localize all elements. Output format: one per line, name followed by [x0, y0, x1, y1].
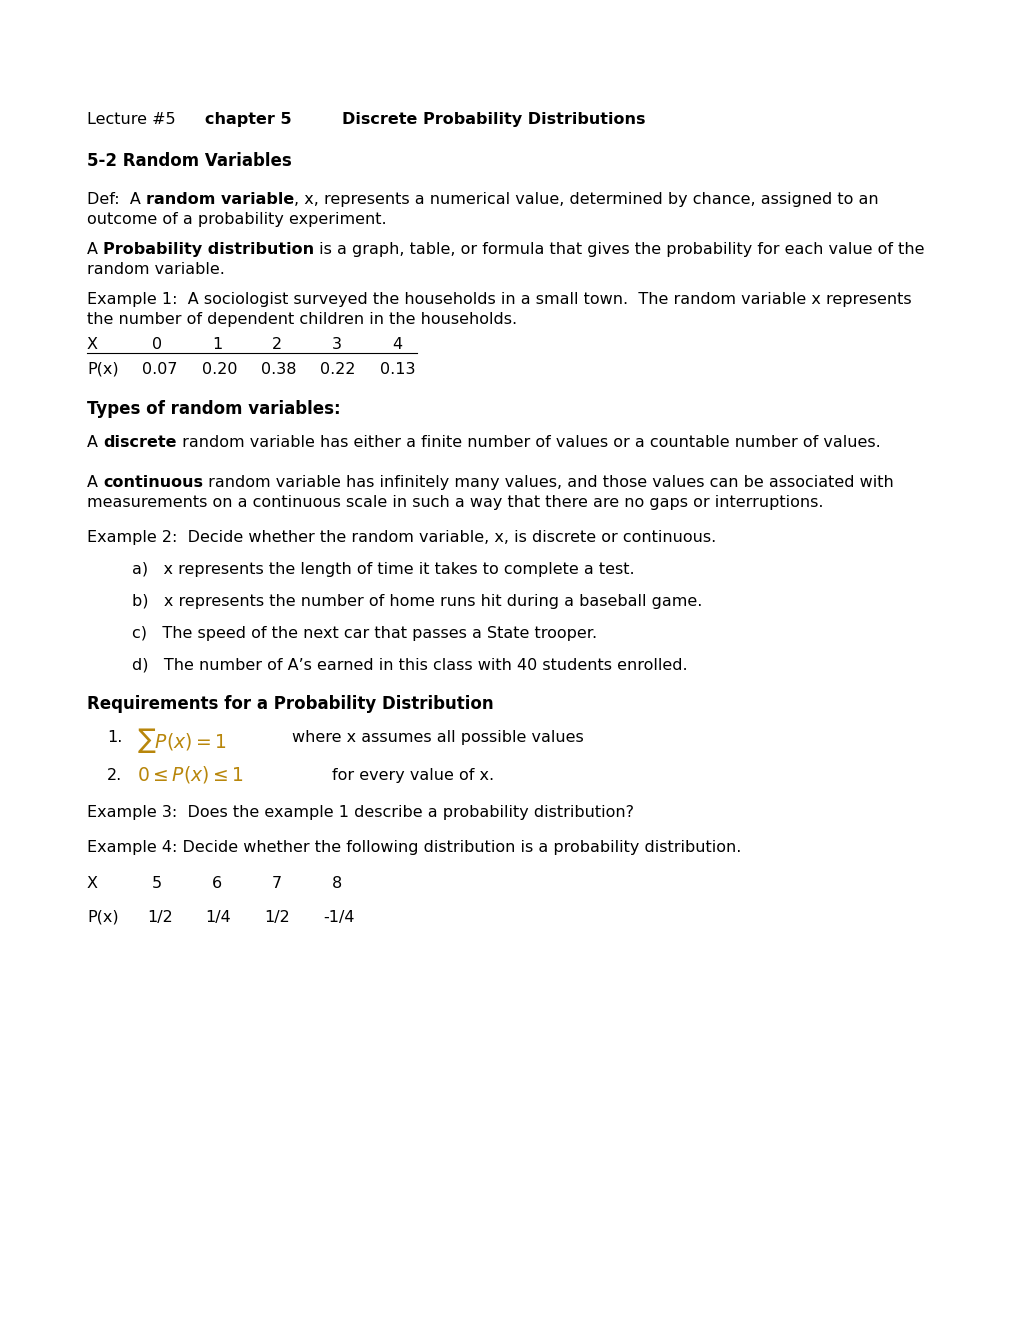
Text: 1/2: 1/2 — [264, 909, 289, 925]
Text: d)   The number of A’s earned in this class with 40 students enrolled.: d) The number of A’s earned in this clas… — [131, 657, 687, 673]
Text: for every value of x.: for every value of x. — [331, 768, 493, 783]
Text: 1.: 1. — [107, 730, 122, 744]
Text: 2: 2 — [272, 337, 282, 352]
Text: 2.: 2. — [107, 768, 122, 783]
Text: Discrete Probability Distributions: Discrete Probability Distributions — [341, 112, 645, 127]
Text: Example 3:  Does the example 1 describe a probability distribution?: Example 3: Does the example 1 describe a… — [87, 805, 634, 820]
Text: measurements on a continuous scale in such a way that there are no gaps or inter: measurements on a continuous scale in su… — [87, 495, 822, 510]
Text: A: A — [87, 242, 103, 257]
Text: X: X — [87, 337, 98, 352]
Text: c)   The speed of the next car that passes a State trooper.: c) The speed of the next car that passes… — [131, 626, 596, 642]
Text: 7: 7 — [272, 876, 282, 891]
Text: chapter 5: chapter 5 — [205, 112, 291, 127]
Text: P(x): P(x) — [87, 362, 118, 378]
Text: where x assumes all possible values: where x assumes all possible values — [291, 730, 583, 744]
Text: 0.20: 0.20 — [202, 362, 237, 378]
Text: 0.38: 0.38 — [261, 362, 297, 378]
Text: 0: 0 — [152, 337, 162, 352]
Text: Example 2:  Decide whether the random variable, x, is discrete or continuous.: Example 2: Decide whether the random var… — [87, 531, 715, 545]
Text: 5: 5 — [152, 876, 162, 891]
Text: A: A — [87, 436, 103, 450]
Text: 3: 3 — [331, 337, 341, 352]
Text: a)   x represents the length of time it takes to complete a test.: a) x represents the length of time it ta… — [131, 562, 634, 577]
Text: Example 1:  A sociologist surveyed the households in a small town.  The random v: Example 1: A sociologist surveyed the ho… — [87, 292, 911, 308]
Text: 1/2: 1/2 — [147, 909, 172, 925]
Text: is a graph, table, or formula that gives the probability for each value of the: is a graph, table, or formula that gives… — [314, 242, 924, 257]
Text: $\sum P(x) = 1$: $\sum P(x) = 1$ — [137, 726, 227, 755]
Text: $0 \leq P(x) \leq 1$: $0 \leq P(x) \leq 1$ — [137, 764, 244, 785]
Text: Example 4: Decide whether the following distribution is a probability distributi: Example 4: Decide whether the following … — [87, 840, 741, 855]
Text: 4: 4 — [391, 337, 401, 352]
Text: 6: 6 — [212, 876, 222, 891]
Text: 0.13: 0.13 — [380, 362, 415, 378]
Text: 1/4: 1/4 — [205, 909, 230, 925]
Text: random variable.: random variable. — [87, 261, 224, 277]
Text: random variable has infinitely many values, and those values can be associated w: random variable has infinitely many valu… — [203, 475, 893, 490]
Text: Types of random variables:: Types of random variables: — [87, 400, 340, 418]
Text: , x, represents a numerical value, determined by chance, assigned to an: , x, represents a numerical value, deter… — [293, 191, 878, 207]
Text: continuous: continuous — [103, 475, 203, 490]
Text: A: A — [87, 475, 103, 490]
Text: outcome of a probability experiment.: outcome of a probability experiment. — [87, 213, 386, 227]
Text: Lecture #5: Lecture #5 — [87, 112, 175, 127]
Text: Requirements for a Probability Distribution: Requirements for a Probability Distribut… — [87, 696, 493, 713]
Text: 5-2 Random Variables: 5-2 Random Variables — [87, 152, 291, 170]
Text: X: X — [87, 876, 98, 891]
Text: random variable has either a finite number of values or a countable number of va: random variable has either a finite numb… — [176, 436, 879, 450]
Text: the number of dependent children in the households.: the number of dependent children in the … — [87, 312, 517, 327]
Text: b)   x represents the number of home runs hit during a baseball game.: b) x represents the number of home runs … — [131, 594, 702, 609]
Text: Probability distribution: Probability distribution — [103, 242, 314, 257]
Text: -1/4: -1/4 — [323, 909, 355, 925]
Text: random variable: random variable — [146, 191, 293, 207]
Text: 0.07: 0.07 — [142, 362, 177, 378]
Text: discrete: discrete — [103, 436, 176, 450]
Text: P(x): P(x) — [87, 909, 118, 925]
Text: 1: 1 — [212, 337, 222, 352]
Text: 8: 8 — [331, 876, 342, 891]
Text: Def:  A: Def: A — [87, 191, 146, 207]
Text: 0.22: 0.22 — [320, 362, 356, 378]
